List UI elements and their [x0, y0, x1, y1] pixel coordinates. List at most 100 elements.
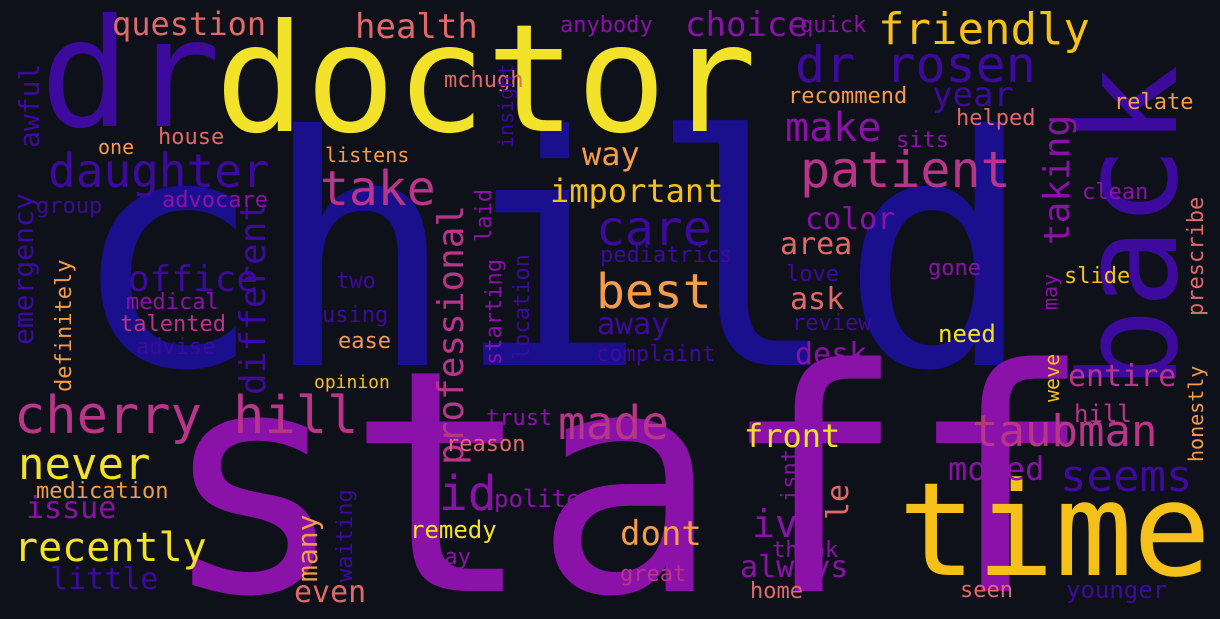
word-honestly: honestly [1184, 365, 1208, 462]
word-doctor: doctor [215, 0, 757, 167]
word-polite: polite [494, 485, 581, 513]
word-choice: choice [685, 5, 808, 45]
word-house: house [158, 125, 225, 150]
word-clean: clean [1082, 180, 1149, 205]
word-recently: recently [14, 525, 207, 571]
word-may: may [1038, 273, 1062, 310]
word-love: love [786, 262, 839, 287]
word-gone: gone [928, 256, 981, 281]
word-professional: professional [431, 204, 472, 465]
word-seems: seems [1060, 451, 1193, 502]
word-relate: relate [1114, 90, 1194, 115]
word-anybody: anybody [560, 13, 653, 38]
word-year: year [932, 75, 1014, 115]
word-seen: seen [960, 578, 1013, 603]
word-laid: laid [472, 189, 497, 242]
word-question: question [112, 5, 267, 43]
word-dont: dont [620, 514, 702, 554]
word-daughter: daughter [48, 144, 270, 198]
word-stay: stay [636, 486, 689, 511]
word-little: little [50, 562, 159, 597]
word-way: way [582, 135, 640, 173]
word-child: child [70, 69, 1034, 441]
word-prescribe: prescribe [1184, 196, 1209, 316]
word-dr-rosen: dr rosen [795, 36, 1036, 94]
word-listens: listens [325, 143, 410, 167]
word-care: care [596, 201, 712, 257]
word-front: front [744, 417, 841, 455]
word-take: take [320, 161, 436, 217]
word-trust: trust [486, 406, 553, 431]
word-starting: starting [482, 259, 507, 365]
word-awful: awful [13, 63, 46, 148]
word-office: office [128, 259, 259, 300]
word-desk: desk [795, 337, 868, 372]
word-sits: sits [896, 128, 949, 153]
word-emergency: emergency [7, 193, 40, 345]
word-ease: ease [338, 329, 391, 354]
word-complaint: complaint [596, 342, 716, 367]
word-pediatrics: pediatrics [600, 243, 733, 268]
word-play: play [418, 545, 471, 570]
word-taking: taking [1037, 114, 1078, 245]
word-moved: moved [948, 450, 1045, 488]
word-cherry-hill: cherry hill [14, 386, 359, 446]
word-always: always [740, 550, 849, 585]
word-dr: dr [40, 0, 221, 162]
word-group: group [36, 194, 103, 219]
word-waiting: waiting [333, 489, 358, 582]
word-advocare: advocare [162, 188, 268, 213]
word-talented: talented [120, 312, 226, 337]
word-thank: thank [772, 538, 839, 563]
word-location: location [510, 254, 535, 360]
word-recommend: recommend [788, 84, 908, 109]
word-ive: ive [752, 502, 821, 546]
word-friendly: friendly [878, 4, 1090, 55]
word-issue: issue [26, 491, 117, 526]
word-medical: medical [126, 290, 219, 315]
word-hill: hill [1074, 400, 1132, 428]
word-insight: insight [494, 63, 518, 148]
word-definitely: definitely [52, 259, 77, 392]
word-great: great [620, 562, 687, 587]
word-need: need [938, 320, 996, 348]
word-slide: slide [1064, 264, 1131, 289]
word-make: make [785, 105, 882, 151]
word-entire: entire [1068, 359, 1177, 394]
word-taubman: taubman [972, 406, 1158, 457]
word-le: le [821, 483, 856, 520]
word-ask: ask [790, 282, 845, 317]
word-review: review [792, 311, 872, 336]
word-area: area [780, 227, 853, 262]
word-using: using [322, 303, 389, 328]
word-many: many [291, 514, 324, 582]
word-weve: weve [1040, 353, 1064, 402]
word-never: never [18, 439, 151, 490]
word-away: away [597, 307, 670, 342]
word-reason: reason [446, 432, 526, 457]
word-one: one [98, 135, 135, 159]
word-even: even [294, 575, 367, 610]
word-different: different [233, 199, 274, 395]
word-remedy: remedy [410, 516, 497, 544]
word-important: important [550, 172, 724, 210]
word-quick: quick [800, 13, 867, 38]
word-advise: advise [136, 335, 216, 360]
word-best: best [596, 264, 712, 320]
word-patient: patient [800, 141, 1011, 199]
word-helped: helped [956, 106, 1036, 131]
word-home: home [750, 579, 803, 604]
word-health: health [355, 7, 478, 47]
word-opinion: opinion [314, 372, 390, 393]
word-two: two [336, 269, 376, 294]
word-staff: staff [160, 304, 1094, 619]
word-isnt: isnt [778, 449, 803, 502]
word-color: color [805, 202, 896, 237]
word-made: made [558, 396, 669, 450]
word-time: time [898, 454, 1212, 606]
word-mchugh: mchugh [444, 68, 524, 93]
word-medication: medication [36, 479, 169, 504]
word-younger: younger [1066, 576, 1168, 604]
word-kid: kid [410, 466, 497, 522]
